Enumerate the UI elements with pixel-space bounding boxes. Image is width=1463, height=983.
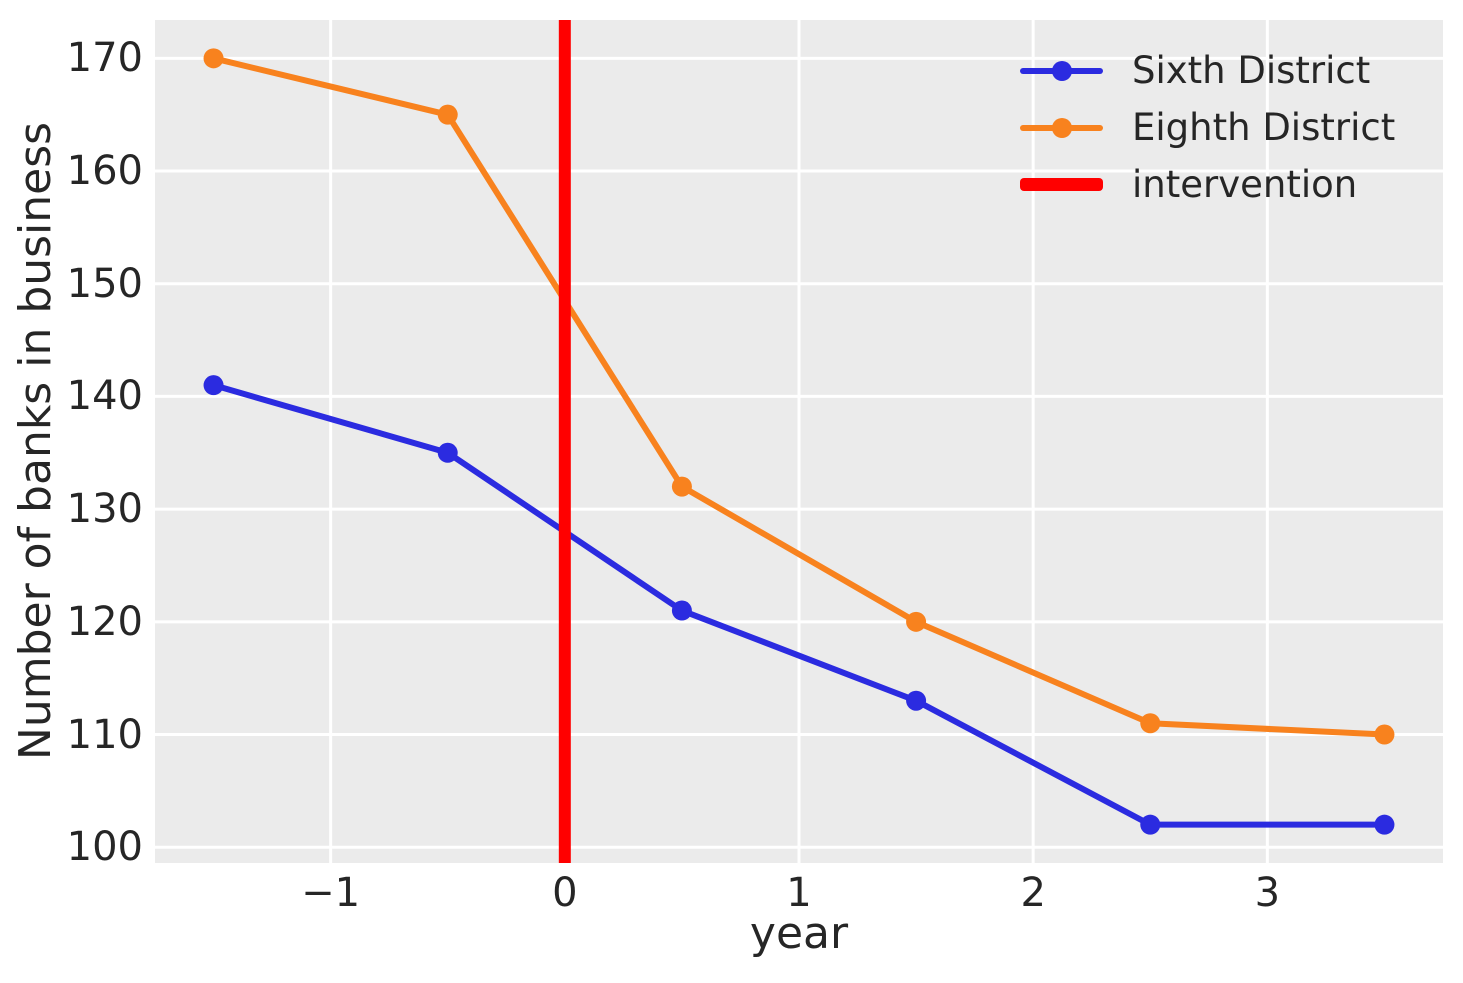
sixth-district-marker — [1140, 814, 1161, 835]
legend-label-sixth-district: Sixth District — [1132, 48, 1371, 92]
legend-sample-sixth-district — [1020, 59, 1103, 83]
eighth-district-marker — [1374, 724, 1395, 745]
eighth-district-line — [210, 55, 1388, 738]
x-tick-label: 3 — [1254, 870, 1281, 916]
plot-area: Sixth District Eighth District intervent… — [155, 20, 1443, 863]
sixth-district-marker — [906, 690, 927, 711]
sixth-district-marker — [437, 442, 458, 463]
legend-item-intervention: intervention — [1020, 156, 1395, 213]
legend-item-eighth-district: Eighth District — [1020, 99, 1395, 156]
y-tick-label: 140 — [66, 373, 143, 420]
x-axis-label: year — [749, 908, 849, 959]
y-tick-label: 170 — [66, 35, 143, 82]
y-tick-label: 100 — [66, 824, 143, 871]
sixth-district-marker — [1374, 814, 1395, 835]
sixth-district-line — [210, 382, 1388, 828]
y-tick-label: 150 — [66, 260, 143, 307]
x-tick-label: 2 — [1020, 870, 1046, 916]
x-tick-label: −1 — [301, 870, 361, 916]
sixth-district-marker — [203, 375, 224, 396]
y-tick-label: 130 — [66, 486, 143, 533]
chart-canvas — [155, 20, 1443, 863]
eighth-district-marker — [1140, 713, 1161, 734]
legend-item-sixth-district: Sixth District — [1020, 42, 1395, 99]
eighth-district-marker — [671, 476, 692, 497]
line-sample-icon — [1020, 178, 1103, 191]
eighth-district-marker — [437, 104, 458, 125]
y-tick-label: 160 — [66, 148, 143, 195]
y-tick-label: 110 — [66, 711, 143, 758]
marker-dot-icon — [1051, 117, 1072, 138]
sixth-district-marker — [671, 600, 692, 621]
x-tick-label: 0 — [552, 870, 578, 916]
marker-dot-icon — [1051, 60, 1072, 81]
legend-sample-intervention — [1020, 173, 1103, 197]
x-tick-label: 1 — [786, 870, 812, 916]
legend-label-eighth-district: Eighth District — [1132, 105, 1396, 149]
legend: Sixth District Eighth District intervent… — [1020, 42, 1395, 213]
legend-label-intervention: intervention — [1132, 162, 1358, 206]
y-tick-label: 120 — [66, 598, 143, 645]
eighth-district-marker — [906, 611, 927, 632]
legend-sample-eighth-district — [1020, 116, 1103, 140]
eighth-district-marker — [203, 48, 224, 69]
